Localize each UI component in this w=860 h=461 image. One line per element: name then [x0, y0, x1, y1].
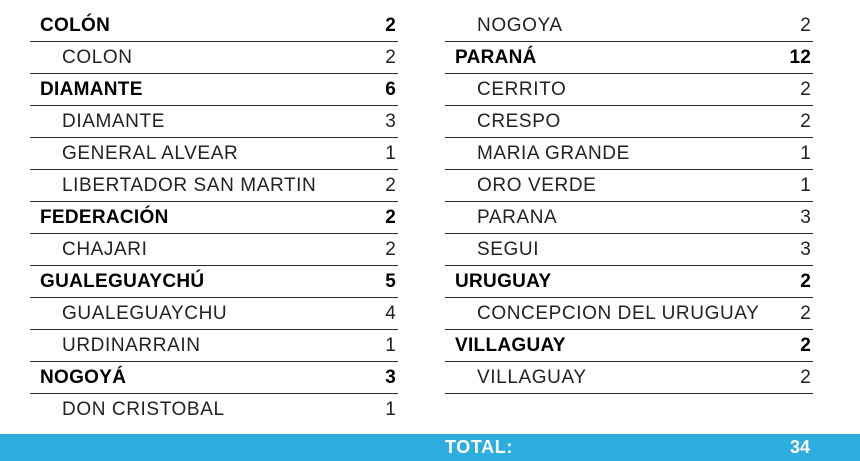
locality-count: 2: [385, 46, 396, 68]
department-row: GUALEGUAYCHÚ 5: [30, 266, 398, 298]
locality-count: 2: [385, 174, 396, 196]
locality-row: COLON 2: [30, 42, 398, 74]
locality-count: 2: [800, 302, 811, 324]
locality-name: LIBERTADOR SAN MARTIN: [62, 174, 317, 196]
department-name: FEDERACIÓN: [40, 206, 169, 228]
locality-name: CERRITO: [477, 78, 567, 100]
locality-row: GENERAL ALVEAR 1: [30, 138, 398, 170]
total-bar: TOTAL: 34: [0, 434, 860, 461]
locality-name: URDINARRAIN: [62, 334, 201, 356]
department-count: 2: [385, 206, 396, 228]
locality-row: CONCEPCION DEL URUGUAY 2: [445, 298, 813, 330]
locality-row: VILLAGUAY 2: [445, 362, 813, 394]
locality-count: 2: [800, 78, 811, 100]
locality-name: ORO VERDE: [477, 174, 597, 196]
locality-count: 2: [385, 238, 396, 260]
total-value: 34: [790, 437, 811, 457]
locality-count: 3: [385, 110, 396, 132]
department-name: DIAMANTE: [40, 78, 143, 100]
total-label: TOTAL:: [445, 437, 513, 457]
locality-name: DIAMANTE: [62, 110, 165, 132]
department-name: URUGUAY: [455, 270, 552, 292]
department-row: DIAMANTE 6: [30, 74, 398, 106]
locality-count: 1: [385, 399, 396, 420]
locality-row: CRESPO 2: [445, 106, 813, 138]
locality-count: 3: [800, 238, 811, 260]
locality-row: GUALEGUAYCHU 4: [30, 298, 398, 330]
department-row: FEDERACIÓN 2: [30, 202, 398, 234]
department-row: PARANÁ 12: [445, 42, 813, 74]
locality-count: 3: [800, 206, 811, 228]
locality-name: COLON: [62, 46, 133, 68]
department-count: 2: [800, 334, 811, 356]
locality-name: CHAJARI: [62, 238, 148, 260]
department-name: VILLAGUAY: [455, 334, 566, 356]
locality-name: SEGUI: [477, 238, 540, 260]
locality-name: CONCEPCION DEL URUGUAY: [477, 302, 760, 324]
department-name: COLÓN: [40, 14, 111, 36]
locality-count: 4: [385, 302, 396, 324]
locality-count: 1: [800, 174, 811, 196]
locality-name: CRESPO: [477, 110, 561, 132]
locality-count: 1: [385, 142, 396, 164]
department-count: 2: [385, 14, 396, 36]
department-name: NOGOYÁ: [40, 366, 127, 388]
locality-row: DIAMANTE 3: [30, 106, 398, 138]
locality-row: CERRITO 2: [445, 74, 813, 106]
locality-row: NOGOYA 2: [445, 10, 813, 42]
locality-row: CHAJARI 2: [30, 234, 398, 266]
locality-row: URDINARRAIN 1: [30, 330, 398, 362]
locality-row: PARANA 3: [445, 202, 813, 234]
locality-row: DON CRISTOBAL 1: [30, 394, 398, 426]
department-count: 3: [385, 366, 396, 388]
locality-name: DON CRISTOBAL: [62, 399, 225, 420]
locality-count: 2: [800, 14, 811, 36]
locality-count: 2: [800, 110, 811, 132]
department-name: PARANÁ: [455, 46, 537, 68]
locality-name: PARANA: [477, 206, 558, 228]
department-count: 12: [789, 46, 811, 68]
locality-name: NOGOYA: [477, 14, 563, 36]
department-name: GUALEGUAYCHÚ: [40, 270, 205, 292]
locality-row: SEGUI 3: [445, 234, 813, 266]
department-row: NOGOYÁ 3: [30, 362, 398, 394]
locality-row: LIBERTADOR SAN MARTIN 2: [30, 170, 398, 202]
department-row: COLÓN 2: [30, 10, 398, 42]
left-column: COLÓN 2 COLON 2 DIAMANTE 6 DIAMANTE 3 GENERA…: [30, 10, 398, 426]
locality-row: MARIA GRANDE 1: [445, 138, 813, 170]
locality-name: GENERAL ALVEAR: [62, 142, 239, 164]
locality-name: MARIA GRANDE: [477, 142, 630, 164]
locality-count: 1: [385, 334, 396, 356]
right-column: NOGOYA 2 PARANÁ 12 CERRITO 2 CRESPO 2 MARIA …: [445, 10, 813, 394]
locality-count: 1: [800, 142, 811, 164]
locality-name: GUALEGUAYCHU: [62, 302, 228, 324]
department-count: 6: [385, 78, 396, 100]
department-count: 2: [800, 270, 811, 292]
department-row: URUGUAY 2: [445, 266, 813, 298]
department-count: 5: [385, 270, 396, 292]
locality-count: 2: [800, 366, 811, 388]
department-row: VILLAGUAY 2: [445, 330, 813, 362]
locality-name: VILLAGUAY: [477, 366, 587, 388]
locality-row: ORO VERDE 1: [445, 170, 813, 202]
